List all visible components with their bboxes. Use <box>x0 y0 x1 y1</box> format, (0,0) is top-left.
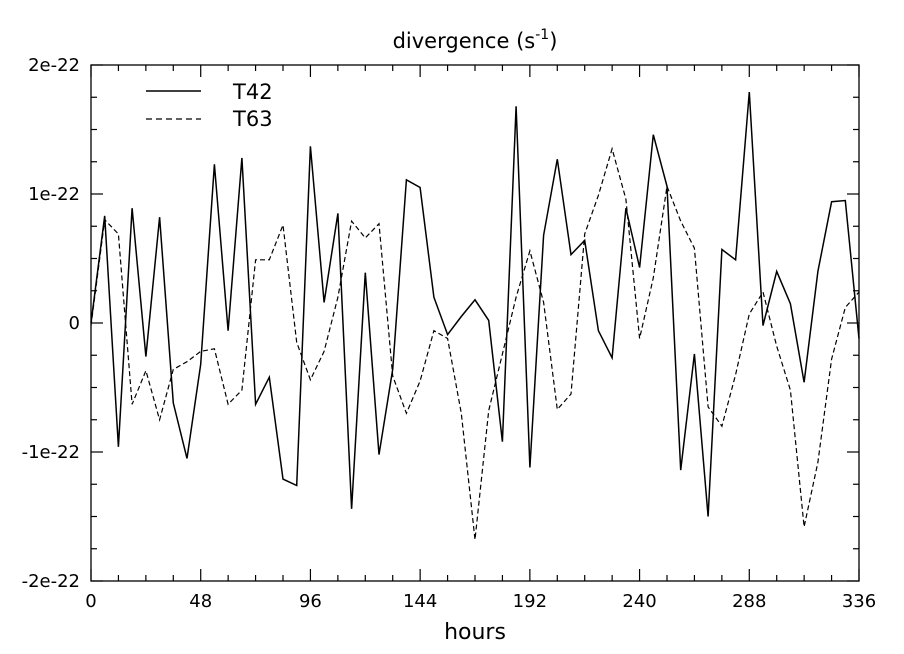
y-tick-labels: 2e-22 1e-22 0 -1e-22 -2e-22 <box>22 55 80 592</box>
axis-ticks <box>90 64 860 582</box>
x-tick-label: 48 <box>189 591 212 612</box>
series-line-t42 <box>90 92 860 517</box>
x-tick-label: 240 <box>622 591 656 612</box>
x-tick-label: 144 <box>403 591 437 612</box>
plot-frame <box>90 64 860 582</box>
y-tick-label: 1e-22 <box>28 184 80 205</box>
x-tick-label: 336 <box>842 591 876 612</box>
x-tick-label: 0 <box>85 591 96 612</box>
x-tick-labels: 0 48 96 144 192 240 288 336 <box>85 591 876 612</box>
legend-label-t63: T63 <box>232 107 273 131</box>
y-tick-label: -2e-22 <box>22 571 80 592</box>
series-line-t63 <box>90 146 860 540</box>
x-axis-label: hours <box>444 620 506 645</box>
x-tick-label: 96 <box>299 591 322 612</box>
y-tick-label: -1e-22 <box>22 442 80 463</box>
y-tick-label: 2e-22 <box>28 55 80 76</box>
chart-title-text: divergence (s <box>393 29 536 53</box>
x-tick-label: 192 <box>513 591 547 612</box>
chart-title: divergence (s-1) <box>393 27 558 53</box>
y-tick-label: 0 <box>69 313 80 334</box>
series-lines <box>90 92 860 540</box>
x-tick-label: 288 <box>732 591 766 612</box>
chart-title-end: ) <box>549 29 557 53</box>
legend: T42 T63 <box>146 80 273 131</box>
legend-label-t42: T42 <box>232 80 273 104</box>
chart-title-superscript: -1 <box>535 27 549 43</box>
